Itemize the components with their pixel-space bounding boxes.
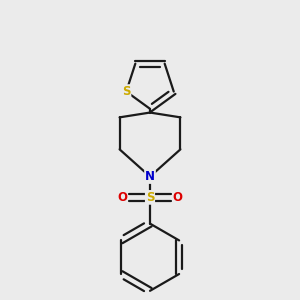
Text: N: N bbox=[145, 170, 155, 183]
Text: S: S bbox=[122, 85, 130, 98]
Text: O: O bbox=[117, 191, 127, 204]
Text: S: S bbox=[146, 191, 154, 204]
Text: O: O bbox=[173, 191, 183, 204]
